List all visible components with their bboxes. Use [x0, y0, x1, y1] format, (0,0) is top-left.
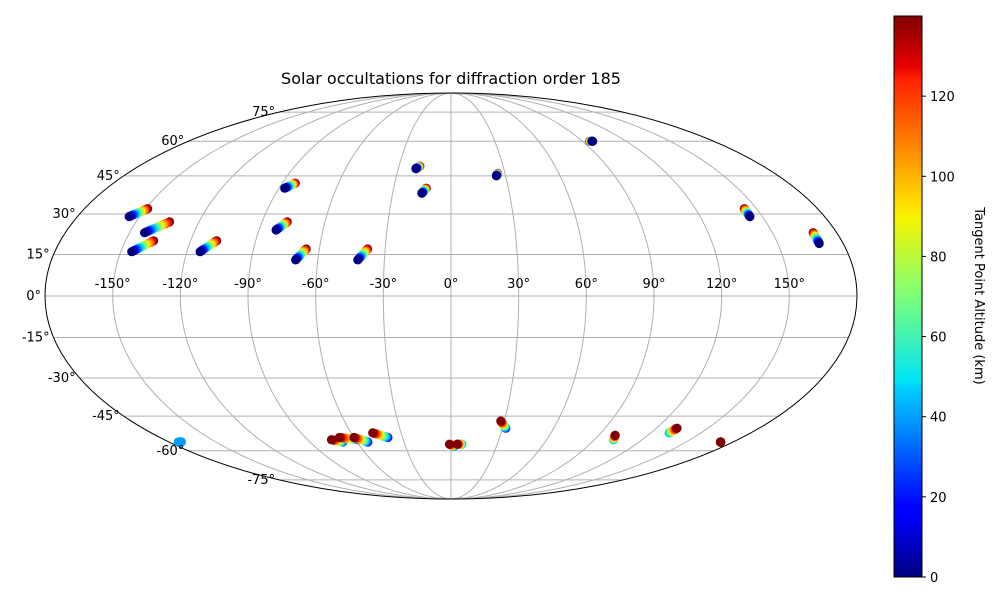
colorbar-tick-label: 60 — [930, 331, 947, 346]
colorbar-label: Tangent Point Altitude (km) — [971, 206, 986, 384]
occultation-point — [349, 432, 359, 443]
occultation-track — [585, 136, 598, 146]
occultation-track — [173, 437, 186, 447]
meridian-line — [112, 93, 452, 499]
latitude-tick-label: 45° — [97, 169, 120, 184]
occultation-point — [716, 437, 726, 447]
occultation-point — [173, 437, 183, 447]
occultation-point — [491, 171, 501, 181]
latitude-tick-label: 15° — [27, 247, 50, 262]
occultation-track — [808, 228, 824, 249]
occultation-track — [491, 168, 503, 181]
occultation-track — [271, 217, 292, 235]
colorbar-tick-label: 100 — [930, 170, 955, 185]
occultation-track — [195, 236, 222, 257]
occultation-point — [326, 435, 337, 445]
latitude-tick-label: 0° — [26, 289, 41, 304]
occultation-point — [195, 247, 205, 257]
graticule — [45, 93, 857, 499]
latitude-tick-label: -45° — [92, 409, 120, 424]
occultation-track — [127, 236, 159, 257]
meridian-line — [450, 93, 655, 499]
colorbar-tick-label: 120 — [930, 90, 955, 105]
colorbar-tick-label: 0 — [930, 571, 938, 586]
meridian-line — [450, 93, 520, 499]
occultation-point — [672, 423, 682, 433]
occultation-track — [280, 178, 300, 193]
occultation-point — [588, 136, 598, 146]
occultation-point — [353, 255, 363, 265]
latitude-tick-label: -15° — [22, 331, 50, 346]
occultation-point — [124, 212, 134, 222]
occultation-track — [411, 161, 425, 174]
meridian-line — [450, 93, 790, 499]
longitude-tick-label: -30° — [369, 277, 397, 292]
longitude-tick-label: 30° — [507, 277, 530, 292]
meridian-line — [382, 93, 452, 499]
colorbar-ticks: 0 20 40 60 80 100 120 — [922, 90, 955, 586]
chart-title: Solar occultations for diffraction order… — [281, 69, 621, 88]
occultation-point — [814, 238, 824, 249]
occultation-track — [452, 439, 467, 449]
colorbar-tick-label: 20 — [930, 491, 947, 506]
latitude-tick-label: -30° — [48, 371, 76, 386]
longitude-tick-label: -150° — [95, 277, 131, 292]
occultation-point — [745, 212, 755, 222]
occultation-track — [664, 423, 682, 438]
longitude-tick-label: 150° — [774, 277, 805, 292]
occultation-point — [334, 432, 344, 443]
longitude-tick-label: -90° — [234, 277, 262, 292]
latitude-tick-labels: 75° 60° 45° 30° 15° 0° -15° -30° -45° -60° -75° — [22, 105, 275, 488]
occultation-track — [349, 432, 373, 447]
colorbar-tick-label: 40 — [930, 411, 947, 426]
occultation-track — [608, 430, 620, 445]
latitude-tick-label: 75° — [252, 105, 275, 120]
colorbar-tick-label: 80 — [930, 250, 947, 265]
occultation-point — [140, 228, 150, 238]
occultation-point — [271, 225, 281, 235]
latitude-tick-label: -60° — [157, 444, 185, 459]
occultation-point — [610, 430, 620, 440]
meridian-line — [315, 93, 452, 499]
occultation-track — [291, 244, 311, 265]
latitude-tick-label: 60° — [161, 134, 184, 149]
meridian-line — [247, 93, 452, 499]
map-boundary — [44, 92, 858, 500]
meridian-line — [450, 93, 587, 499]
longitude-tick-label: -60° — [302, 277, 330, 292]
occultation-track — [353, 244, 373, 265]
longitude-tick-label: 120° — [706, 277, 737, 292]
longitude-tick-labels: -150° -120° -90° -60° -30° 0° 30° 60° 90° 120° 150… — [95, 277, 805, 292]
occultation-point — [452, 439, 462, 449]
longitude-tick-label: 90° — [642, 277, 665, 292]
occultation-tracks — [124, 136, 824, 451]
colorbar-gradient — [893, 15, 923, 578]
occultation-track — [140, 217, 175, 238]
longitude-tick-label: 0° — [444, 277, 459, 292]
meridian-line — [179, 93, 452, 499]
occultation-point — [291, 255, 301, 265]
occultation-point — [444, 439, 455, 449]
occultation-track — [716, 437, 726, 447]
occultation-point — [417, 188, 427, 198]
occultation-track — [124, 204, 153, 222]
colorbar: 0 20 40 60 80 100 120 Tangent Point Altitude (… — [893, 15, 986, 586]
occultation-track — [739, 204, 755, 222]
occultation-point — [411, 164, 421, 174]
latitude-tick-label: 30° — [53, 207, 76, 222]
longitude-tick-label: 60° — [575, 277, 598, 292]
occultation-track — [368, 428, 393, 443]
latitude-tick-label: -75° — [247, 473, 275, 488]
longitude-tick-label: -120° — [162, 277, 198, 292]
occultation-track — [496, 416, 511, 433]
occultation-point — [496, 416, 506, 426]
occultation-point — [280, 183, 290, 193]
occultation-point — [368, 428, 378, 438]
occultation-point — [127, 247, 137, 257]
meridian-line — [450, 93, 723, 499]
occultation-track — [417, 183, 431, 198]
